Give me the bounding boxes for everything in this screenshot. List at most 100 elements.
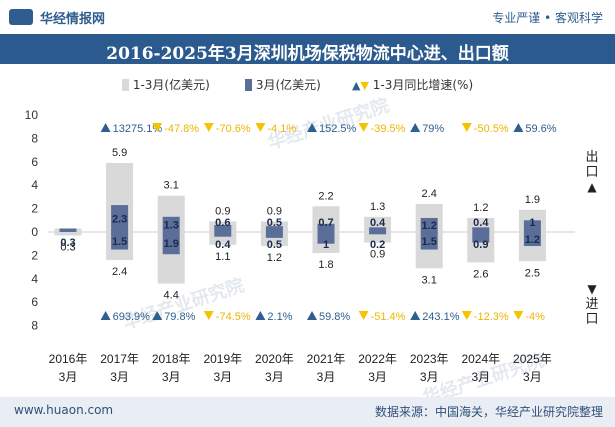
import-cumulative-label: 1.2	[267, 252, 282, 264]
export-march-label: 0.4	[473, 217, 489, 229]
import-cumulative-label: 2.6	[473, 268, 488, 280]
x-tick-label-year: 2020年	[255, 352, 294, 366]
export-march-label: 0.3	[60, 237, 75, 249]
export-yoy-label: -39.5%	[371, 123, 406, 135]
export-cumulative-label: 1.3	[370, 201, 385, 213]
import-march-label: 1.5	[422, 236, 437, 248]
legend-up-triangle-icon: ▲	[352, 79, 361, 92]
export-yoy-down-triangle-icon	[152, 123, 163, 132]
footer-website[interactable]: www.huaon.com	[14, 403, 114, 417]
top-bar: 华经情报网 专业严谨 • 客观科学	[0, 0, 615, 34]
export-march-label: 1.3	[164, 219, 179, 231]
x-tick-label-month: 3月	[265, 370, 284, 384]
export-march-label: 1	[529, 217, 535, 229]
y-tick-label: 10	[25, 108, 39, 122]
import-yoy-label: 243.1%	[422, 311, 460, 323]
export-march-label: 0.7	[318, 217, 333, 229]
y-tick-label: 8	[31, 131, 38, 145]
import-yoy-label: -12.3%	[474, 311, 509, 323]
import-yoy-label: 79.8%	[164, 311, 195, 323]
export-yoy-label: 152.5%	[319, 123, 357, 135]
import-march-bar	[214, 232, 232, 237]
import-yoy-down-triangle-icon	[513, 311, 524, 320]
export-yoy-down-triangle-icon	[461, 123, 472, 132]
export-cumulative-label: 5.9	[112, 147, 127, 159]
export-yoy-label: -50.5%	[474, 123, 509, 135]
import-cumulative-label: 0.3	[60, 242, 75, 254]
import-yoy-up-triangle-icon	[255, 311, 266, 320]
export-march-bar	[317, 223, 335, 232]
legend-march-label: 3月(亿美元)	[255, 78, 321, 92]
import-cumulative-label: 0.9	[370, 249, 385, 261]
export-march-bar	[420, 217, 438, 232]
y-tick-label: 4	[31, 178, 38, 192]
export-march-label: 2.3	[112, 214, 127, 226]
x-tick-label-month: 3月	[523, 370, 542, 384]
export-yoy-label: -4.1%	[267, 123, 296, 135]
import-cumulative-bar	[364, 232, 392, 243]
x-tick-label-year: 2016年	[49, 352, 88, 366]
x-tick-label-year: 2019年	[203, 352, 242, 366]
import-march-bar	[369, 232, 387, 235]
export-label-text: 出口	[585, 150, 599, 180]
x-tick-label-month: 3月	[368, 370, 387, 384]
footer-source: 数据来源：中国海关，华经产业研究院整理	[374, 405, 603, 419]
export-march-label: 0.5	[267, 217, 282, 229]
legend-cumulative-label: 1-3月(亿美元)	[132, 78, 210, 92]
export-yoy-up-triangle-icon	[307, 123, 317, 132]
legend-march: 3月(亿美元)	[245, 76, 321, 93]
export-yoy-up-triangle-icon	[100, 123, 111, 132]
y-tick-label: 2	[31, 248, 38, 262]
import-march-label: 0.5	[267, 239, 282, 251]
x-tick-label-month: 3月	[110, 370, 129, 384]
import-cumulative-bar	[54, 232, 82, 236]
import-label-text: 进口	[585, 297, 599, 327]
import-yoy-up-triangle-icon	[100, 311, 111, 320]
import-cumulative-label: 1.1	[215, 251, 230, 263]
export-march-bar	[214, 224, 232, 232]
legend-cumulative: 1-3月(亿美元)	[122, 76, 210, 93]
import-cumulative-label: 2.4	[112, 266, 127, 278]
export-march-bar	[369, 227, 387, 232]
chart-plot: 10 8 6 4 2 0 2 4 6 8 0.30.3 2016年 3月 5.9 2.4 2.3 1.5 1327…	[25, 108, 575, 384]
export-cumulative-label: 3.1	[164, 180, 179, 192]
import-yoy-label: 59.8%	[319, 311, 350, 323]
legend-yoy-label: 1-3月同比增速(%)	[372, 78, 474, 92]
import-yoy-label: -51.4%	[371, 311, 406, 323]
x-tick-label-year: 2024年	[461, 352, 500, 366]
legend-yoy: ▲▼ 1-3月同比增速(%)	[352, 76, 473, 93]
export-yoy-label: 79%	[422, 123, 444, 135]
export-yoy-down-triangle-icon	[203, 123, 214, 132]
x-tick-label-year: 2022年	[358, 352, 397, 366]
export-cumulative-label: 2.2	[318, 190, 333, 202]
x-tick-label-year: 2025年	[513, 352, 552, 366]
chart-title: 2016-2025年3月深圳机场保税物流中心进、出口额	[106, 44, 509, 64]
brand-name: 华经情报网	[40, 12, 106, 27]
x-tick-label-month: 3月	[471, 370, 490, 384]
import-yoy-down-triangle-icon	[461, 311, 472, 320]
import-march-bar	[472, 232, 490, 243]
export-cumulative-label: 0.9	[267, 205, 282, 217]
export-march-bar	[111, 205, 129, 232]
import-march-bar	[265, 232, 283, 238]
export-yoy-down-triangle-icon	[358, 123, 369, 132]
brand-logo-icon	[9, 9, 33, 25]
import-march-bar	[317, 232, 335, 244]
import-yoy-up-triangle-icon	[410, 311, 421, 320]
import-cumulative-label: 1.8	[318, 259, 333, 271]
x-tick-label-year: 2018年	[152, 352, 191, 366]
export-march-bar	[472, 227, 490, 232]
import-yoy-down-triangle-icon	[203, 311, 214, 320]
x-tick-label-month: 3月	[317, 370, 336, 384]
import-march-label: 1.5	[112, 236, 127, 248]
y-tick-label: 6	[31, 295, 38, 309]
import-side-label: ▼ 进口	[584, 282, 600, 327]
import-yoy-label: -4%	[525, 311, 545, 323]
export-march-label: 1.2	[422, 220, 437, 232]
export-cumulative-label: 2.4	[422, 188, 437, 200]
import-march-label: 0.9	[473, 239, 488, 251]
import-yoy-down-triangle-icon	[358, 311, 369, 320]
export-cumulative-label: 1.2	[473, 202, 488, 214]
x-tick-label-year: 2017年	[100, 352, 139, 366]
export-march-bar	[59, 228, 77, 232]
